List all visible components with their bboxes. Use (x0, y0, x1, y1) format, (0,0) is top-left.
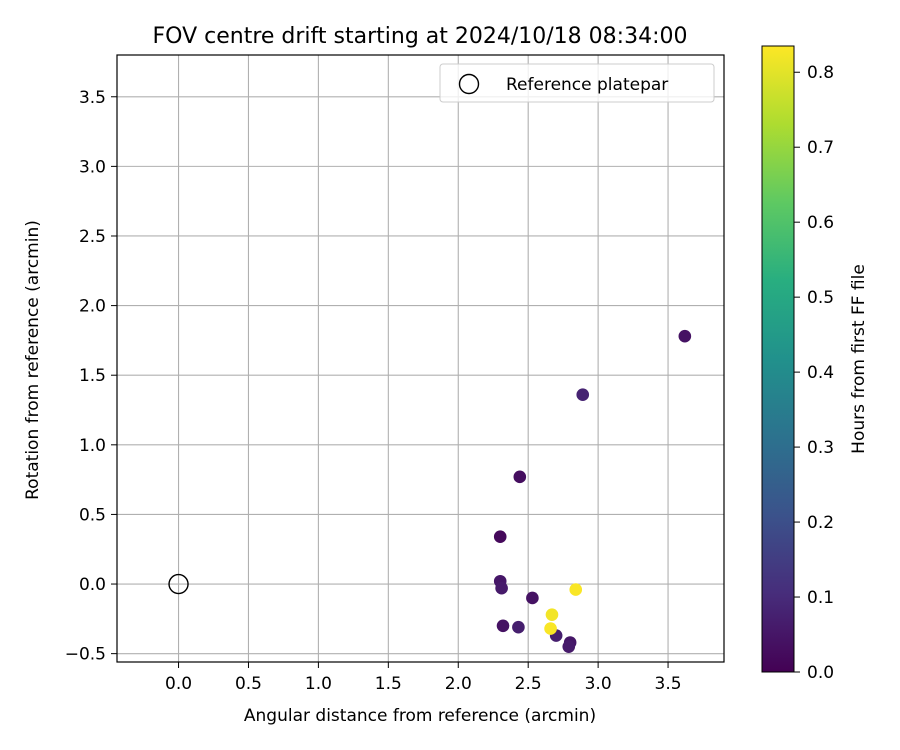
data-point (545, 608, 559, 621)
colorbar-tick-label: 0.5 (807, 288, 834, 308)
data-point (493, 530, 507, 544)
legend-label-reference: Reference platepar (506, 75, 668, 95)
data-point (513, 470, 527, 484)
colorbar-tick-label: 0.3 (807, 438, 834, 458)
data-point (526, 591, 539, 605)
colorbar-ticks: 0.0 0.1 0.2 0.3 0.4 0.5 0.6 0.7 0.8 (794, 63, 834, 683)
chart-title: FOV centre drift starting at 2024/10/18 … (153, 24, 688, 49)
legend-box (439, 63, 715, 103)
colorbar-tick-label: 0.0 (807, 663, 834, 683)
data-point (569, 583, 583, 596)
colorbar: 0.0 0.1 0.2 0.3 0.4 0.5 0.6 0.7 0.8 Hours from f… (761, 45, 869, 683)
x-tick-label: 3.5 (655, 674, 682, 694)
y-tick-label: 2.0 (79, 297, 106, 317)
colorbar-label: Hours from first FF file (849, 264, 869, 454)
legend-marker-reference (458, 73, 480, 95)
y-tick-label: 0.5 (79, 505, 106, 525)
data-point (496, 619, 510, 633)
y-tick-label: 0.0 (79, 575, 106, 595)
y-tick-label: −0.5 (65, 645, 106, 665)
data-point (576, 388, 590, 401)
colorbar-tick-label: 0.2 (807, 513, 834, 533)
data-points (168, 329, 692, 653)
reference-platepar-marker (168, 573, 189, 595)
data-point (562, 640, 576, 653)
colorbar-tick-label: 0.6 (807, 213, 834, 233)
y-tick-label: 1.5 (79, 366, 106, 386)
plot-area-frame (116, 54, 725, 663)
data-point (512, 620, 525, 634)
data-point (678, 329, 692, 343)
colorbar-tick-label: 0.1 (807, 588, 834, 608)
y-axis-label: Rotation from reference (arcmin) (23, 220, 43, 500)
y-axis-ticks: −0.5 0.0 0.5 1.0 1.5 2.0 2.5 3.0 3.5 (65, 88, 117, 665)
legend: Reference platepar (439, 63, 715, 103)
x-tick-label: 1.0 (305, 674, 332, 694)
x-axis-ticks: 0.0 0.5 1.0 1.5 2.0 2.5 3.0 3.5 (165, 662, 682, 694)
colorbar-tick-label: 0.7 (807, 138, 834, 158)
x-tick-label: 0.5 (235, 674, 262, 694)
colorbar-tick-label: 0.4 (807, 363, 834, 383)
y-tick-label: 1.0 (79, 436, 106, 456)
x-tick-label: 2.0 (445, 674, 472, 694)
colorbar-gradient (761, 45, 795, 673)
y-tick-label: 3.0 (79, 157, 106, 177)
x-tick-label: 3.0 (585, 674, 612, 694)
x-tick-label: 2.5 (515, 674, 542, 694)
y-tick-label: 2.5 (79, 227, 106, 247)
x-axis-label: Angular distance from reference (arcmin) (244, 706, 596, 726)
y-tick-label: 3.5 (79, 88, 106, 108)
colorbar-tick-label: 0.8 (807, 63, 834, 83)
x-tick-label: 0.0 (165, 674, 192, 694)
x-tick-label: 1.5 (375, 674, 402, 694)
data-point (544, 622, 557, 635)
data-point (495, 581, 508, 595)
grid-lines (117, 55, 724, 662)
